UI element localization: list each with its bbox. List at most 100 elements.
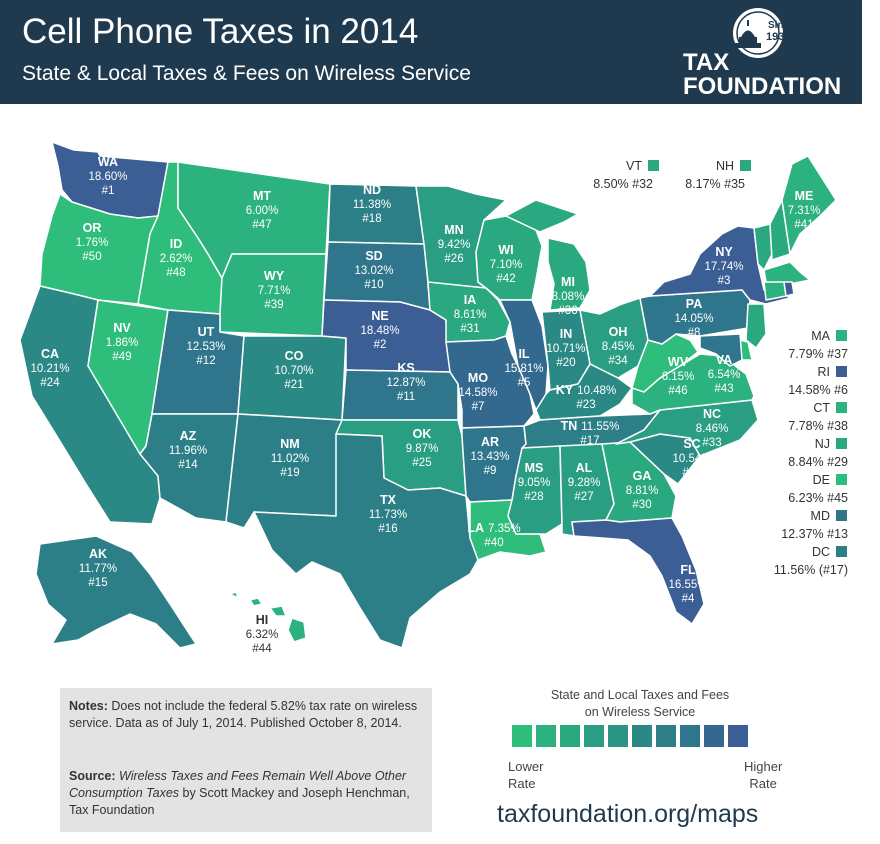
state-label-ne: NE 18.48% #2 xyxy=(360,309,399,351)
svg-text:FOUNDATION: FOUNDATION xyxy=(683,73,841,100)
state-ma xyxy=(763,261,811,285)
state-wi xyxy=(475,215,543,301)
state-label-wv: WV 6.15% #46 xyxy=(662,355,695,397)
legend-swatch xyxy=(704,725,724,747)
legend-swatch xyxy=(512,725,532,747)
legend-swatch xyxy=(560,725,580,747)
state-label-ga: GA 8.81% #30 xyxy=(626,469,659,511)
state-nj xyxy=(745,303,767,349)
state-label-nd: ND 11.38% #18 xyxy=(353,183,391,225)
state-label-mn: MN 9.42% #26 xyxy=(438,223,471,265)
page-subtitle: State & Local Taxes & Fees on Wireless S… xyxy=(22,62,471,85)
svg-text:MA: MA xyxy=(811,329,830,343)
state-label-in: IN 10.71% #20 xyxy=(546,327,585,369)
state-label-ky: KY 10.48% #23 xyxy=(556,383,616,411)
state-label-ok: OK 9.87% #25 xyxy=(406,427,439,469)
svg-text:TAX: TAX xyxy=(683,49,729,76)
state-ks xyxy=(341,369,459,421)
capitol-dome-icon xyxy=(735,20,761,48)
state-ri xyxy=(783,281,795,297)
side-label-vt: VT 8.50% #32 xyxy=(593,159,659,191)
state-mi xyxy=(505,199,591,311)
side-label-dc: DC 11.56% (#17) xyxy=(774,545,848,577)
legend-higher-rate: Higher Rate xyxy=(744,759,783,791)
state-label-ar: AR 13.43% #9 xyxy=(470,435,509,477)
state-label-or: OR 1.76% #50 xyxy=(76,221,109,263)
legend-title: State and Local Taxes and Fees on Wirele… xyxy=(550,688,730,719)
side-label-de: DE 6.23% #45 xyxy=(788,473,848,505)
header-bar: Cell Phone Taxes in 2014 State & Local T… xyxy=(0,0,862,104)
svg-text:Since: Since xyxy=(768,20,795,31)
state-label-tn: TN 11.55% #17 xyxy=(561,419,620,447)
state-label-pa: PA 14.05% #8 xyxy=(674,297,713,339)
state-label-wa: WA 18.60% #1 xyxy=(88,155,127,197)
state-label-oh: OH 8.45% #34 xyxy=(602,325,635,367)
state-label-id: ID 2.62% #48 xyxy=(160,237,193,279)
side-label-md: MD 12.37% #13 xyxy=(781,509,848,541)
state-label-sd: SD 13.02% #10 xyxy=(354,249,393,291)
svg-text:12.37% #13: 12.37% #13 xyxy=(781,527,848,541)
us-map: WA 18.60% #1 OR 1.76% #50 CA 10.21% #24 NV 1.86% #4… xyxy=(19,141,848,655)
state-md xyxy=(699,333,743,367)
state-label-fl: FL 16.55% #4 xyxy=(668,563,707,605)
svg-text:1937: 1937 xyxy=(766,31,790,43)
side-label-nj: NJ 8.84% #29 xyxy=(788,437,848,469)
legend-swatch xyxy=(536,725,556,747)
svg-text:6.23% #45: 6.23% #45 xyxy=(788,491,848,505)
notes-box: Notes: Does not include the federal 5.82… xyxy=(60,688,432,832)
svg-text:14.58% #6: 14.58% #6 xyxy=(788,383,848,397)
state-tx xyxy=(253,433,479,649)
state-me xyxy=(781,155,837,255)
state-label-ny: NY 17.74% #3 xyxy=(704,245,743,287)
legend-swatch xyxy=(728,725,748,747)
svg-text:8.84% #29: 8.84% #29 xyxy=(788,455,848,469)
svg-text:RI: RI xyxy=(818,365,831,379)
svg-text:7.78% #38: 7.78% #38 xyxy=(788,419,848,433)
legend-color-scale xyxy=(512,725,748,747)
state-label-mo: MO 14.58% #7 xyxy=(458,371,497,413)
svg-text:NJ: NJ xyxy=(815,437,830,451)
side-label-ri: RI 14.58% #6 xyxy=(788,365,848,397)
state-label-nc: NC 8.46% #33 xyxy=(696,407,729,449)
legend-swatch xyxy=(608,725,628,747)
svg-text:VT: VT xyxy=(626,159,642,173)
svg-text:DC: DC xyxy=(812,545,830,559)
state-label-co: CO 10.70% #21 xyxy=(274,349,313,391)
legend-swatch xyxy=(584,725,604,747)
state-label-ak: AK 11.77% #15 xyxy=(79,547,117,589)
legend-swatch xyxy=(632,725,652,747)
tax-foundation-logo: Since 1937 TAX FOUNDATION xyxy=(683,8,841,100)
state-vt xyxy=(753,223,773,271)
side-label-ma: MA 7.79% #37 xyxy=(788,329,848,361)
state-label-il: IL 15.81% #5 xyxy=(504,347,543,389)
state-mo xyxy=(445,335,535,429)
state-label-az: AZ 11.96% #14 xyxy=(169,429,207,471)
state-label-nv: NV 1.86% #49 xyxy=(106,321,139,363)
state-label-wi: WI 7.10% #42 xyxy=(490,243,523,285)
state-label-nm: NM 11.02% #19 xyxy=(271,437,309,479)
state-label-la: LA 7.35% #40 xyxy=(467,521,520,549)
state-label-sc: SC 10.54% #22 xyxy=(672,437,711,479)
svg-text:NH: NH xyxy=(716,159,734,173)
legend-swatch xyxy=(680,725,700,747)
side-label-ct: CT 7.78% #38 xyxy=(788,401,848,433)
side-label-nh: NH 8.17% #35 xyxy=(685,159,751,191)
state-nc xyxy=(615,399,759,457)
page-title: Cell Phone Taxes in 2014 xyxy=(22,12,419,51)
state-label-mt: MT 6.00% #47 xyxy=(246,189,279,231)
state-hi xyxy=(229,591,307,643)
state-label-al: AL 9.28% #27 xyxy=(568,461,601,503)
svg-text:DE: DE xyxy=(813,473,830,487)
source-text: Source: Wireless Taxes and Fees Remain W… xyxy=(69,769,410,817)
svg-text:11.56% (#17): 11.56% (#17) xyxy=(774,563,848,577)
state-label-me: ME 7.31% #41 xyxy=(788,189,821,231)
state-label-tx: TX 11.73% #16 xyxy=(369,493,407,535)
state-label-ia: IA 8.61% #31 xyxy=(454,293,487,335)
notes-text: Notes: Does not include the federal 5.82… xyxy=(69,699,418,730)
source-url: taxfoundation.org/maps xyxy=(497,800,759,828)
state-label-wy: WY 7.71% #39 xyxy=(258,269,291,311)
state-ms xyxy=(507,445,563,535)
state-label-ut: UT 12.53% #12 xyxy=(186,325,225,367)
state-label-ca: CA 10.21% #24 xyxy=(30,347,69,389)
state-ct xyxy=(763,281,787,301)
